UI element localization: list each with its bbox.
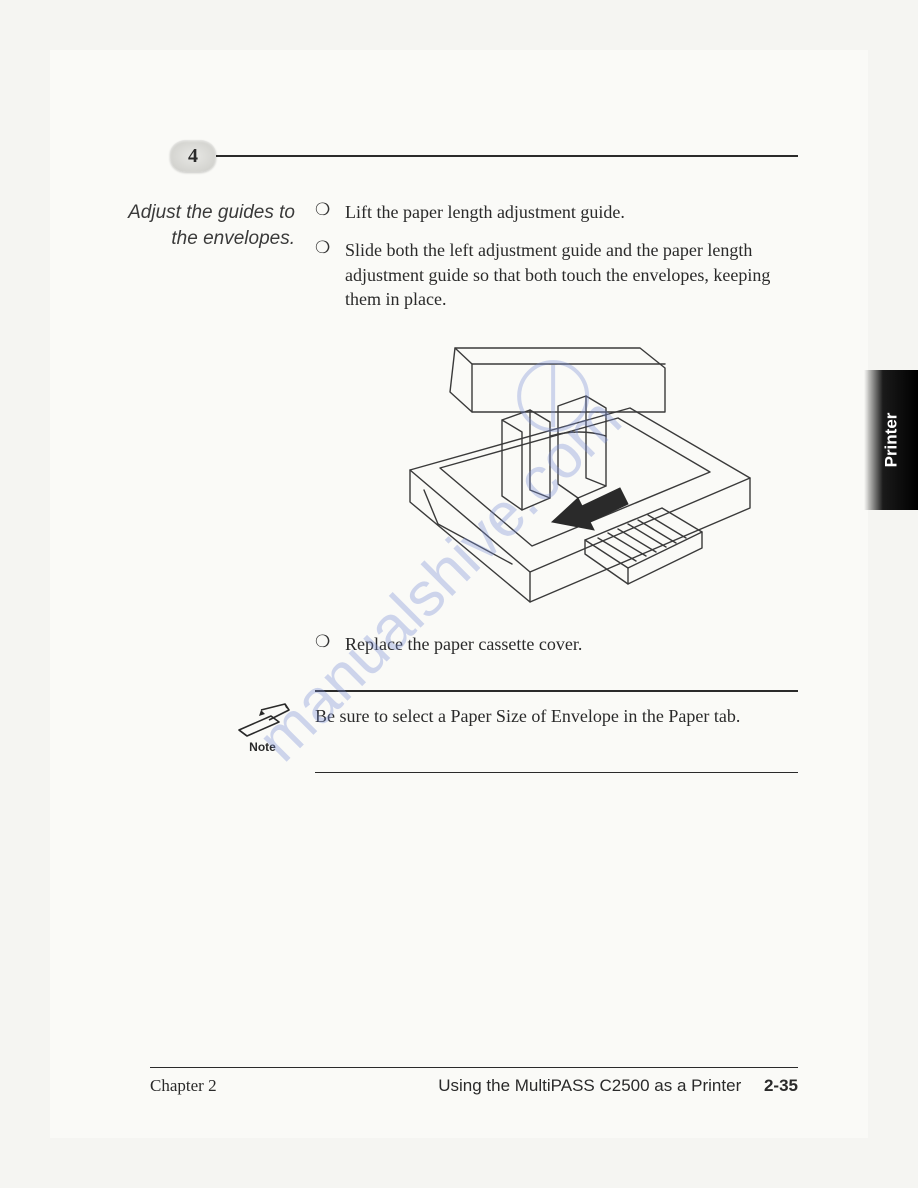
section-tab-label: Printer xyxy=(881,413,901,468)
bullet-text: Lift the paper length adjustment guide. xyxy=(345,200,798,224)
bullet-text: Slide both the left adjustment guide and… xyxy=(345,238,798,311)
manual-page: 4 Adjust the guides to the envelopes. ❍ … xyxy=(50,50,868,1138)
section-tab: Printer xyxy=(864,370,918,510)
post-illustration-bullet: ❍ Replace the paper cassette cover. xyxy=(315,632,798,670)
step-content: Adjust the guides to the envelopes. ❍ Li… xyxy=(120,200,798,325)
note-top-rule xyxy=(315,690,798,692)
bullet-item: ❍ Lift the paper length adjustment guide… xyxy=(315,200,798,224)
step-number-badge: 4 xyxy=(170,140,216,172)
bullet-text: Replace the paper cassette cover. xyxy=(345,632,798,656)
printer-cassette-illustration xyxy=(380,340,780,610)
bullet-item: ❍ Slide both the left adjustment guide a… xyxy=(315,238,798,311)
bullet-glyph: ❍ xyxy=(315,200,345,224)
note-row: Note Be sure to select a Paper Size of E… xyxy=(210,702,798,754)
bullet-item: ❍ Replace the paper cassette cover. xyxy=(315,632,798,656)
note-bottom-rule xyxy=(315,772,798,774)
horizontal-rule xyxy=(210,155,798,157)
footer-chapter: Chapter 2 xyxy=(150,1076,217,1096)
note-pencil-icon xyxy=(235,702,291,738)
bullet-glyph: ❍ xyxy=(315,632,345,656)
footer-title-block: Using the MultiPASS C2500 as a Printer 2… xyxy=(438,1076,798,1096)
footer-page-number: 2-35 xyxy=(764,1076,798,1095)
note-label: Note xyxy=(249,740,276,754)
step-header: 4 xyxy=(170,140,798,172)
note-icon-column: Note xyxy=(210,702,315,754)
note-text: Be sure to select a Paper Size of Envelo… xyxy=(315,702,798,754)
step-number: 4 xyxy=(188,145,198,168)
margin-heading: Adjust the guides to the envelopes. xyxy=(120,200,315,325)
footer-rule xyxy=(150,1067,798,1069)
footer-title: Using the MultiPASS C2500 as a Printer xyxy=(438,1076,741,1095)
note-block: Note Be sure to select a Paper Size of E… xyxy=(210,690,798,773)
page-footer: Chapter 2 Using the MultiPASS C2500 as a… xyxy=(150,1067,798,1097)
footer-row: Chapter 2 Using the MultiPASS C2500 as a… xyxy=(150,1076,798,1096)
step-body: ❍ Lift the paper length adjustment guide… xyxy=(315,200,798,325)
bullet-glyph: ❍ xyxy=(315,238,345,311)
